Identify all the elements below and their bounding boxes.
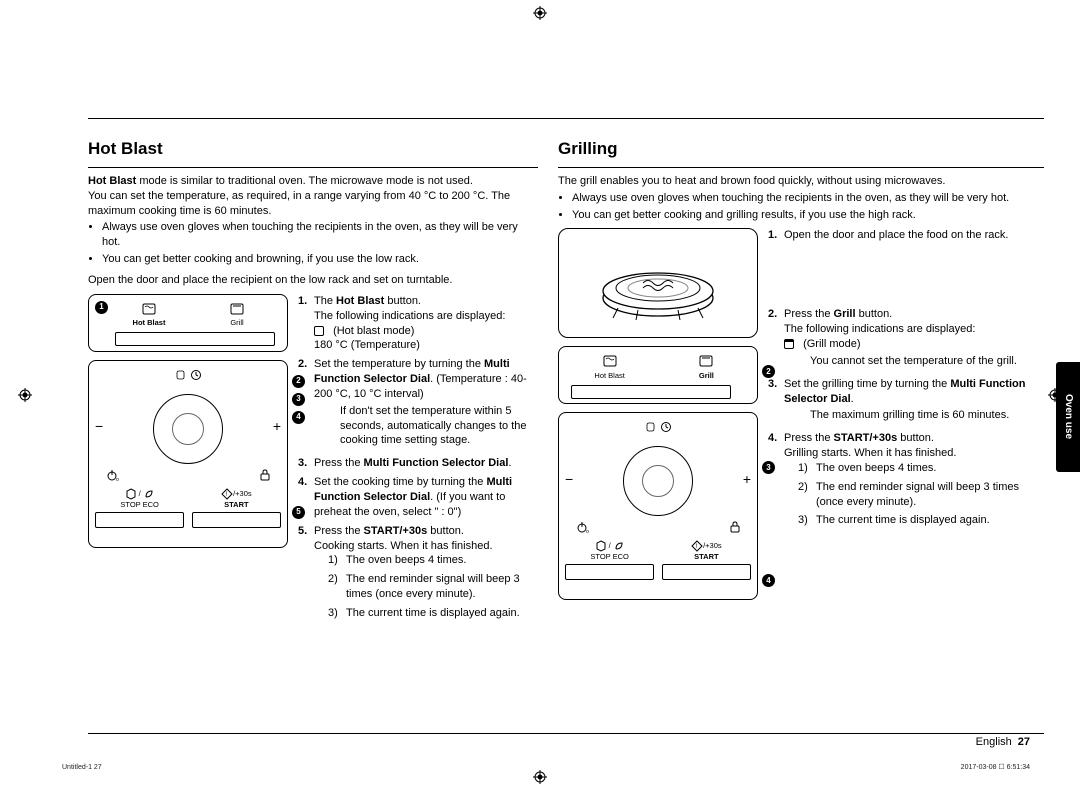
step-sub: The oven beeps 4 times. — [816, 461, 936, 476]
hand-icon — [644, 421, 656, 433]
step-text: Grilling starts. When it has finished. — [784, 447, 956, 459]
panel-label: Hot Blast — [105, 318, 193, 328]
control-panel-top: Hot Blast Grill 2 — [558, 346, 758, 404]
step-text: Press the Grill button. — [784, 308, 892, 320]
page-number: English27 — [976, 735, 1030, 750]
stop-icon — [125, 488, 137, 500]
panel-label: Grill — [193, 318, 281, 328]
control-panel-dial: − + off / — [88, 360, 288, 548]
step-text: Press the Multi Function Selector Dial. — [314, 456, 538, 471]
hotblast-mode-icon — [314, 326, 324, 336]
clock-icon — [660, 421, 672, 433]
power-icon: off — [105, 468, 119, 482]
grill-icon — [699, 355, 713, 367]
stop-eco-label: STOP ECO — [95, 500, 184, 510]
step-text: Press the START/+30s button. — [784, 432, 934, 444]
start-label: START — [662, 552, 751, 562]
grilling-bullet: Always use oven gloves when touching the… — [572, 191, 1044, 206]
hand-icon — [174, 369, 186, 381]
step-sub: The end reminder signal will beep 3 time… — [346, 572, 538, 602]
svg-text:off: off — [586, 529, 589, 534]
stop-icon — [595, 540, 607, 552]
hotblast-icon — [142, 303, 156, 315]
selector-dial — [623, 446, 693, 516]
callout-5: 5 — [292, 506, 305, 519]
callout-2: 2 — [292, 375, 305, 388]
high-rack-illustration — [558, 228, 758, 338]
step-sub: The current time is displayed again. — [816, 513, 990, 528]
step-sub: The maximum grilling time is 60 minutes. — [810, 408, 1044, 423]
step-text: Set the grilling time by turning the Mul… — [784, 378, 1025, 405]
eco-icon — [613, 540, 625, 552]
selector-dial — [153, 394, 223, 464]
minus-label: − — [95, 417, 103, 436]
step-sub: The end reminder signal will beep 3 time… — [816, 480, 1044, 510]
hot-blast-bullet: You can get better cooking and browning,… — [102, 252, 538, 267]
crop-mark-icon — [533, 770, 547, 784]
hot-blast-section: Hot Blast Hot Blast mode is similar to t… — [88, 132, 538, 720]
step-text: Cooking starts. When it has finished. — [314, 540, 493, 552]
clock-icon — [190, 369, 202, 381]
svg-text:!: ! — [226, 492, 228, 498]
grilling-section: Grilling The grill enables you to heat a… — [558, 132, 1044, 720]
step-text: (Hot blast mode) — [333, 325, 414, 337]
grill-icon — [230, 303, 244, 315]
step-sub: You cannot set the temperature of the gr… — [810, 354, 1044, 369]
grilling-intro: The grill enables you to heat and brown … — [558, 174, 1044, 189]
callout-3: 3 — [292, 393, 305, 406]
step-text: Set the cooking time by turning the Mult… — [314, 475, 538, 520]
grilling-heading: Grilling — [558, 138, 1044, 161]
step-text: (Grill mode) — [803, 338, 860, 350]
step-sub: If don't set the temperature within 5 se… — [340, 404, 538, 449]
control-panel-dial: − + off / — [558, 412, 758, 600]
eco-icon — [143, 488, 155, 500]
svg-text:off: off — [116, 477, 119, 482]
start-diamond-icon: ! — [221, 488, 233, 500]
hot-blast-intro2: You can set the temperature, as required… — [88, 189, 538, 219]
start-diamond-icon: ! — [691, 540, 703, 552]
callout-1: 1 — [95, 301, 108, 314]
plus30-label: /+30s — [233, 489, 252, 499]
hotblast-icon — [603, 355, 617, 367]
start-label: START — [192, 500, 281, 510]
plus-label: + — [743, 470, 751, 489]
hot-blast-bullet: Always use oven gloves when touching the… — [102, 220, 538, 250]
plus-label: + — [273, 417, 281, 436]
step-text: 180 °C (Temperature) — [314, 339, 420, 351]
doc-ref: Untitled-1 27 — [62, 763, 102, 772]
crop-mark-icon — [533, 6, 547, 20]
lock-icon — [259, 468, 271, 482]
stop-eco-label: STOP ECO — [565, 552, 654, 562]
hot-blast-prestep: Open the door and place the recipient on… — [88, 273, 538, 288]
crop-mark-icon — [18, 388, 32, 402]
minus-label: − — [565, 470, 573, 489]
plus30-label: /+30s — [703, 541, 722, 551]
hot-blast-intro: Hot Blast mode is similar to traditional… — [88, 174, 538, 189]
step-sub: The oven beeps 4 times. — [346, 553, 466, 568]
rule-top — [88, 118, 1044, 119]
grill-mode-icon — [784, 339, 794, 349]
step-text: The following indications are displayed: — [314, 310, 505, 322]
callout-4: 4 — [292, 411, 305, 424]
step-text: Press the START/+30s button. — [314, 525, 464, 537]
svg-text:!: ! — [696, 544, 698, 550]
panel-label: Hot Blast — [565, 371, 654, 381]
power-icon: off — [575, 520, 589, 534]
control-panel-top: 1 Hot Blast Grill — [88, 294, 288, 352]
step-text: The Hot Blast button. — [314, 295, 421, 307]
grilling-bullet: You can get better cooking and grilling … — [572, 208, 1044, 223]
step-text: Open the door and place the food on the … — [784, 228, 1044, 243]
hot-blast-heading: Hot Blast — [88, 138, 538, 161]
step-text: The following indications are displayed: — [784, 323, 975, 335]
rule-bottom — [88, 733, 1044, 734]
panel-label: Grill — [662, 371, 751, 381]
lock-icon — [729, 520, 741, 534]
doc-timestamp: 2017-03-08 ☐ 6:51:34 — [961, 763, 1030, 772]
step-text: Set the temperature by turning the Multi… — [314, 358, 527, 400]
section-tab: Oven use — [1056, 362, 1080, 472]
step-sub: The current time is displayed again. — [346, 606, 520, 621]
